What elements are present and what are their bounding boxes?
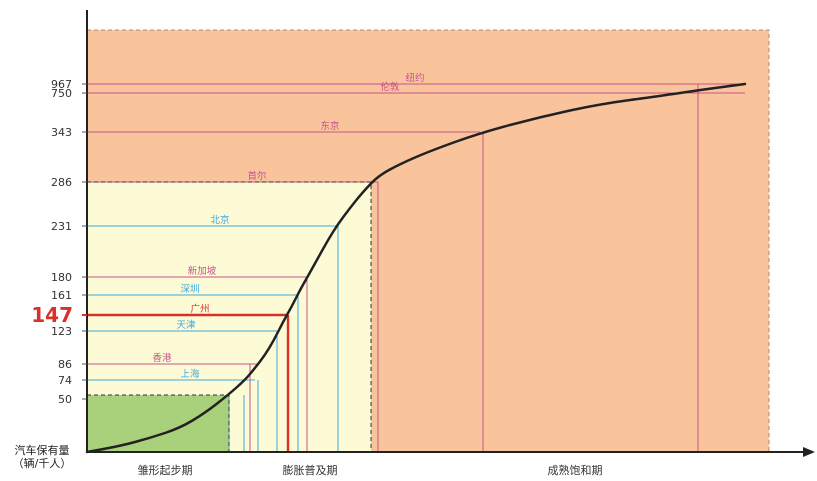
y-tick-label-10: 74 xyxy=(58,374,72,387)
growth-curve-layer xyxy=(85,82,747,454)
y-tick-label-9: 86 xyxy=(58,358,72,371)
y-tick-label-3: 286 xyxy=(51,176,72,189)
x-axis-arrow-icon xyxy=(803,447,815,457)
y-tick-label-8: 123 xyxy=(51,325,72,338)
city-label-9: 香港 xyxy=(152,352,172,364)
city-guide-lines xyxy=(87,83,745,452)
city-label-7: 广州 xyxy=(190,303,209,315)
city-label-2: 东京 xyxy=(320,120,339,132)
y-tick-label-7: 147 xyxy=(31,303,73,327)
phase-label-1: 雏形起步期 xyxy=(138,464,193,477)
y-tick-label-2: 343 xyxy=(51,126,72,139)
growth-curve xyxy=(85,82,747,454)
city-label-4: 北京 xyxy=(210,214,229,226)
city-label-6: 深圳 xyxy=(180,284,199,295)
city-label-1: 伦敦 xyxy=(380,81,400,93)
y-axis-label-line2: （辆/千人） xyxy=(13,456,72,470)
y-tick-label-5: 180 xyxy=(51,271,72,284)
y-tick-label-1: 750 xyxy=(51,87,72,100)
phase-bg-1 xyxy=(87,395,229,452)
phase-label-2: 膨胀普及期 xyxy=(283,463,338,477)
city-label-10: 上海 xyxy=(180,368,200,380)
phase-backgrounds xyxy=(87,30,769,452)
y-tick-label-6: 161 xyxy=(51,289,72,302)
y-tick-label-11: 50 xyxy=(58,393,72,406)
y-tick-label-4: 231 xyxy=(51,220,72,233)
city-label-3: 首尔 xyxy=(247,170,267,182)
city-label-8: 天津 xyxy=(176,320,196,331)
city-label-0: 纽约 xyxy=(405,72,424,84)
phase-labels: 雏形起步期 膨胀普及期 成熟饱和期 xyxy=(138,463,603,477)
phase-label-3: 成熟饱和期 xyxy=(548,463,603,477)
y-axis-label-line1: 汽车保有量 xyxy=(15,443,70,457)
city-label-5: 新加坡 xyxy=(188,265,217,277)
y-tick-label-0: 967 xyxy=(51,78,72,91)
